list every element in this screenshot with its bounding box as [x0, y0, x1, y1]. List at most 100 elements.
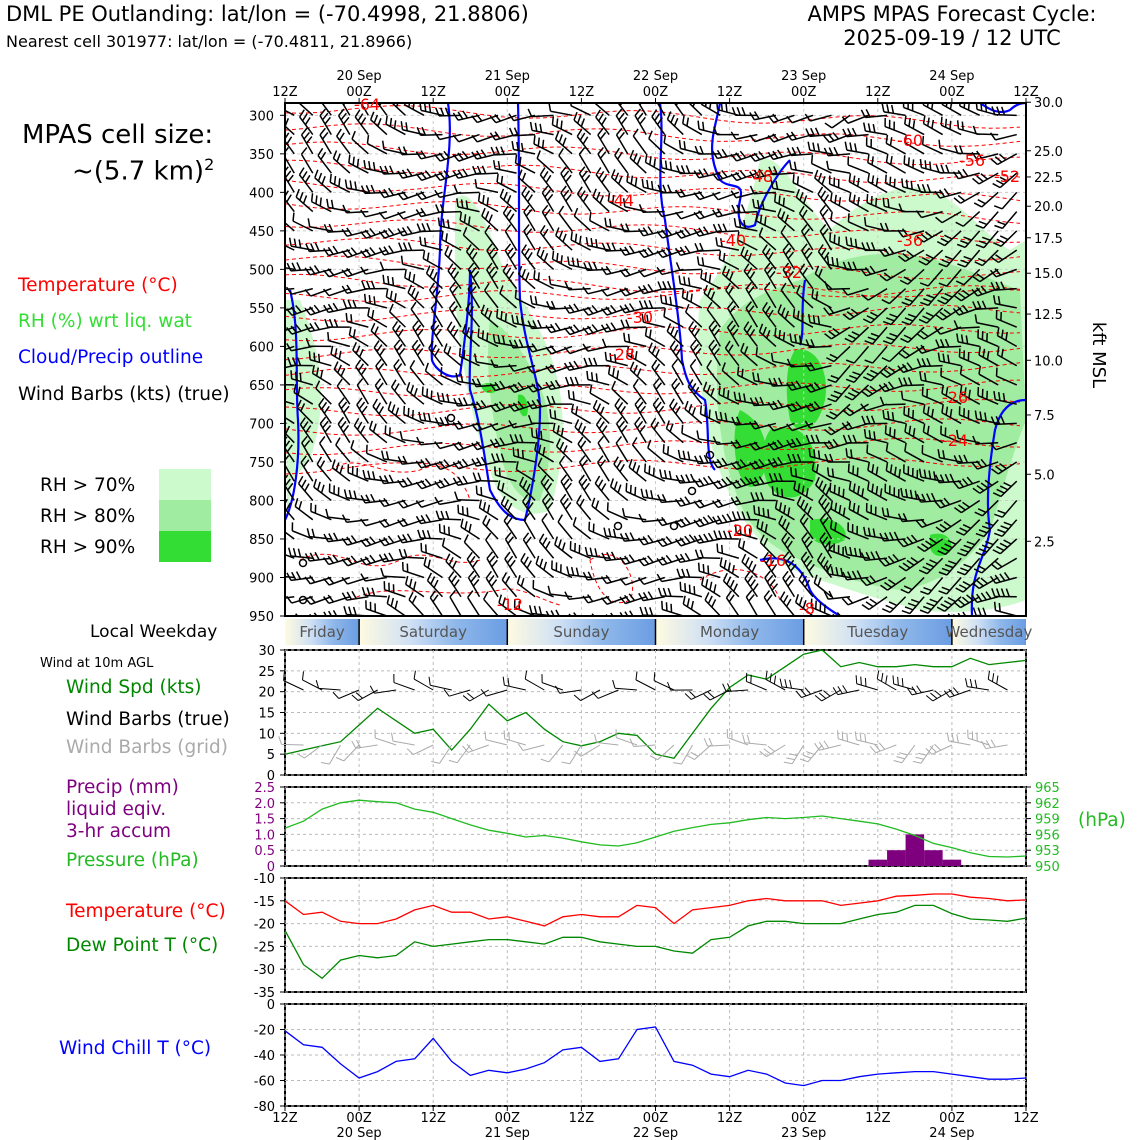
wind-barb-staff: [661, 210, 684, 218]
wind-barb-feather: [417, 328, 424, 337]
wind-barb-staff: [504, 538, 518, 559]
wind-barb-feather: [360, 117, 367, 126]
wind-barb-feather: [304, 174, 311, 183]
wind-barb-feather: [757, 506, 761, 516]
wind-barb-feather: [641, 313, 645, 323]
wind-barb-feather: [489, 132, 496, 141]
wind-barb-feather: [292, 212, 295, 222]
wind-barb-feather: [938, 590, 947, 595]
wind-barb-staff: [782, 558, 796, 578]
wind-barb-staff: [801, 538, 814, 559]
wind-barb-feather: [855, 675, 858, 684]
wind-barb-feather: [716, 103, 719, 110]
wind-barb-feather: [642, 592, 649, 601]
wind-barb-feather: [860, 552, 866, 561]
wind-barb-staff: [296, 407, 314, 424]
wind-barb-feather: [500, 175, 504, 185]
wind-barb-staff: [666, 330, 684, 347]
wind-barb-feather: [286, 343, 292, 352]
wind-barb-feather: [579, 455, 586, 463]
wind-barb-feather: [537, 319, 543, 329]
wind-barb-feather: [790, 402, 798, 411]
wind-barb-feather: [276, 258, 278, 266]
wind-barb-staff: [442, 545, 462, 559]
wind-barb-staff: [680, 283, 702, 290]
wind-barb-feather: [559, 493, 567, 502]
wind-barb-feather: [443, 170, 450, 178]
wind-barb-staff: [383, 458, 406, 463]
wind-barb-feather: [321, 131, 329, 140]
cloud-outline-line: [970, 398, 1026, 616]
wind-barb-staff: [642, 518, 665, 523]
wind-barb-staff: [764, 288, 777, 309]
wind-barb-feather: [611, 380, 617, 390]
wind-barb-feather: [807, 141, 811, 151]
wind-barb-feather: [619, 556, 626, 565]
wind-barb-staff: [285, 416, 295, 425]
wind-barb-feather: [506, 517, 513, 526]
wind-barb-feather: [885, 675, 888, 684]
wind-barb-feather: [498, 594, 503, 604]
wind-barb-staff: [587, 378, 610, 386]
wind-barb-feather: [352, 156, 355, 166]
wind-barb-feather: [999, 462, 1007, 470]
wind-barb-staff: [851, 384, 870, 401]
wind-barb-feather: [415, 192, 423, 201]
wind-barb-feather: [798, 335, 802, 345]
wind-barb-staff: [976, 133, 999, 136]
wind-barb-feather: [298, 167, 305, 176]
wind-barb-staff: [865, 114, 888, 119]
wind-barb-staff: [983, 538, 999, 557]
wind-barb-staff: [459, 219, 480, 232]
wind-barb-feather: [533, 270, 536, 279]
height-tick-label: 20.0: [1034, 200, 1063, 215]
wind-barb-feather: [317, 172, 323, 182]
weekday-name: Tuesday: [846, 623, 908, 641]
wind-barb-staff: [885, 182, 906, 194]
wind-barb-feather: [1000, 329, 1004, 339]
wind-barb-feather: [869, 385, 878, 392]
wind-barb-staff: [457, 206, 480, 213]
wind-barb-staff: [439, 225, 462, 232]
wind-barb-feather: [657, 184, 662, 194]
wind-barb-feather: [472, 579, 480, 587]
wind-barb-staff: [962, 576, 981, 593]
wind-barb-staff: [614, 405, 629, 424]
wind-barb-feather: [780, 224, 787, 234]
wind-barb-feather: [583, 357, 588, 367]
wind-barb-feather: [296, 753, 305, 759]
wind-barb-feather: [452, 421, 459, 430]
wind-barb-feather: [667, 280, 672, 290]
wind-barb-feather: [944, 338, 950, 348]
wind-barb-feather: [636, 368, 642, 377]
wind-barb-staff: [809, 149, 832, 155]
wind-barb-feather: [507, 247, 514, 256]
wind-barb-feather: [642, 227, 649, 236]
wind-barb-feather: [686, 92, 689, 100]
wind-barb-feather: [462, 745, 469, 753]
wind-barb-feather: [915, 346, 923, 354]
wind-barb-feather: [304, 576, 311, 585]
wind-barb-feather: [518, 169, 523, 178]
wind-barb-feather: [419, 236, 422, 246]
wind-barb-feather: [782, 243, 790, 251]
wind-barb-feather: [669, 398, 675, 407]
wind-barb-staff: [703, 389, 721, 405]
wind-barb-feather: [864, 267, 872, 275]
wind-barb-feather: [990, 468, 999, 475]
wind-barb-feather: [480, 304, 485, 314]
wind-barb-feather: [702, 226, 709, 235]
wind-barb-feather: [741, 107, 746, 116]
wind-barb-feather: [484, 224, 491, 233]
wind-barb-staff: [737, 239, 758, 251]
wind-barb-feather: [309, 306, 316, 314]
wind-barb-staff: [773, 422, 795, 432]
wind-barb-feather: [804, 420, 811, 429]
wind-barb-staff: [292, 220, 314, 232]
wind-barb-feather: [512, 402, 520, 411]
wind-barb-feather: [878, 248, 886, 257]
wind-barb-feather: [356, 158, 360, 168]
wind-barb-feather: [972, 607, 977, 616]
wind-barb-feather: [780, 307, 786, 316]
wind-barb-feather: [319, 460, 326, 469]
